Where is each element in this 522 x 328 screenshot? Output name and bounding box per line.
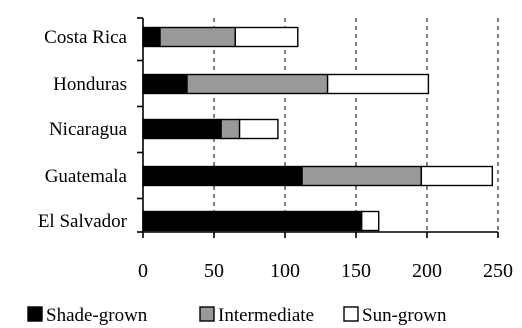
- category-label-2: Nicaragua: [49, 119, 128, 140]
- legend-swatch-1: [199, 306, 215, 322]
- bars: [142, 26, 494, 232]
- x-tick-label-2: 100: [270, 260, 300, 282]
- bar-2-2: [238, 118, 279, 140]
- x-tick-label-0: 0: [138, 260, 148, 282]
- category-labels: Costa Rica Honduras Nicaragua Guatemala El S…: [38, 27, 128, 232]
- legend: Shade-grown Intermediate Sun-grown: [27, 305, 447, 326]
- category-label-3: Guatemala: [45, 166, 128, 187]
- bar-3-2: [420, 165, 494, 187]
- bar-1-2: [326, 73, 430, 95]
- bar-3-0: [142, 165, 303, 187]
- category-label-1: Honduras: [53, 74, 127, 95]
- bar-0-2: [234, 26, 299, 48]
- legend-swatch-2: [343, 306, 359, 322]
- legend-label-0: Shade-grown: [46, 305, 148, 326]
- bar-3-1: [301, 165, 423, 187]
- x-tick-label-4: 200: [412, 260, 442, 282]
- x-tick-labels: 0 50 100 150 200 250: [138, 260, 513, 282]
- x-tick-label-5: 250: [483, 260, 513, 282]
- axes: [137, 17, 499, 238]
- bar-4-2: [360, 210, 380, 232]
- category-label-4: El Salvador: [38, 211, 128, 232]
- bar-1-1: [186, 73, 329, 95]
- legend-label-1: Intermediate: [218, 305, 314, 326]
- bar-2-1: [220, 118, 241, 140]
- legend-swatch-0: [27, 306, 43, 322]
- x-tick-label-1: 50: [204, 260, 224, 282]
- bar-0-0: [142, 26, 161, 48]
- category-label-0: Costa Rica: [44, 27, 127, 48]
- bar-4-0: [142, 210, 363, 232]
- bar-2-0: [142, 118, 222, 140]
- bar-0-1: [159, 26, 236, 48]
- legend-label-2: Sun-grown: [362, 305, 447, 326]
- bar-1-0: [142, 73, 188, 95]
- x-tick-label-3: 150: [341, 260, 371, 282]
- gridlines: [213, 18, 499, 232]
